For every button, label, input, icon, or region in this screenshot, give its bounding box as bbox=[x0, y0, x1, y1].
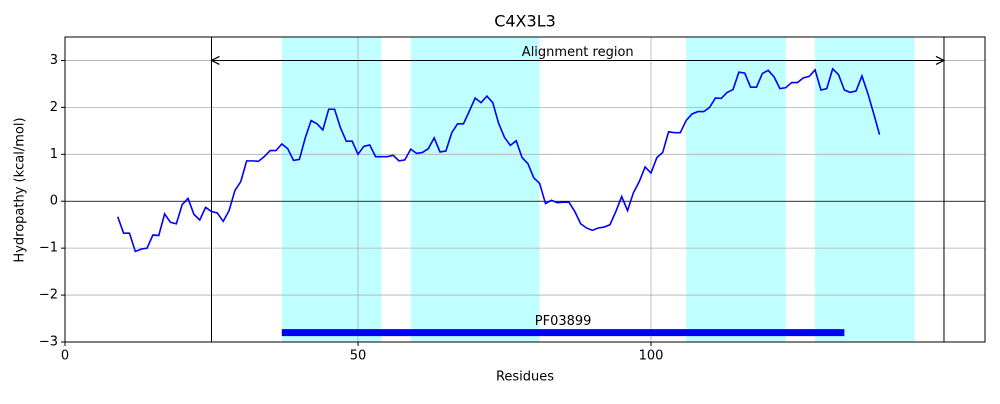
hydropathy-line bbox=[116, 67, 881, 253]
y-tick-label: 0 bbox=[50, 194, 58, 209]
alignment-label: Alignment region bbox=[522, 45, 634, 60]
plot-frame bbox=[64, 36, 986, 343]
chart-title: C4X3L3 bbox=[494, 12, 556, 31]
y-tick-label: −1 bbox=[39, 241, 58, 256]
shaded-region bbox=[815, 37, 915, 342]
y-tick-label: −2 bbox=[39, 288, 58, 303]
shaded-region bbox=[281, 37, 382, 342]
x-tick-label: 100 bbox=[639, 349, 664, 364]
shaded-region bbox=[410, 37, 540, 342]
domain-bar bbox=[281, 329, 845, 337]
x-tick-label: 0 bbox=[61, 349, 69, 364]
y-tick-label: 1 bbox=[50, 147, 58, 162]
domain-label: PF03899 bbox=[535, 314, 592, 329]
y-tick-label: 3 bbox=[50, 53, 58, 68]
x-tick-label: 50 bbox=[350, 349, 367, 364]
y-tick-label: 2 bbox=[50, 100, 58, 115]
y-tick-label: −3 bbox=[39, 335, 58, 350]
x-axis-label: Residues bbox=[496, 370, 554, 385]
y-axis-label: Hydropathy (kcal/mol) bbox=[13, 117, 28, 262]
shaded-region bbox=[686, 37, 786, 342]
